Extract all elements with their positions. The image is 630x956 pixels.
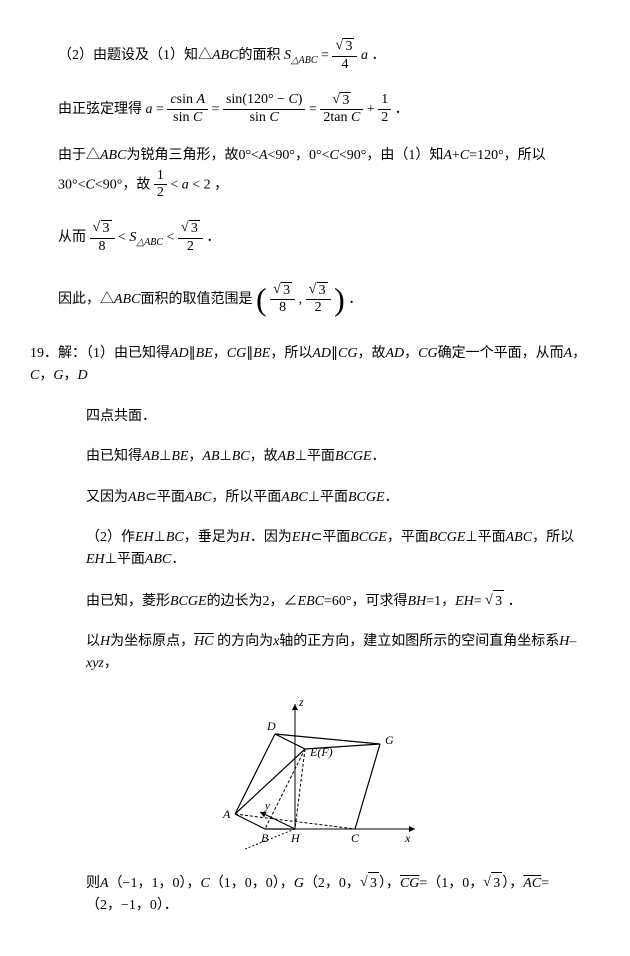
paren-close: ): [334, 281, 345, 317]
text: 由正弦定理得: [58, 102, 146, 117]
period: ．: [368, 48, 386, 63]
label-EF: E(F): [309, 745, 333, 759]
frac: 34: [332, 38, 357, 74]
eq: =: [318, 48, 333, 63]
q19-line2: 由已知得AB⊥BE，AB⊥BC，故AB⊥平面BCGE．: [86, 446, 600, 468]
para-1: （2）由题设及（1）知△ABC的面积 S△ABC = 34 a ．: [58, 38, 600, 74]
text: 的面积: [238, 48, 280, 63]
abc: ABC: [212, 48, 238, 63]
a: a: [361, 48, 368, 63]
para-5: 因此，△ABC面积的取值范围是 ( 38 , 32 ) ．: [58, 274, 600, 325]
label-G: G: [385, 733, 394, 747]
q19-line7: 则A（−1，1，0），C（1，0，0），G（2，0，3），CG=（1，0，3），…: [86, 872, 600, 918]
frac1: csin Asin C: [167, 92, 208, 127]
label-x: x: [404, 831, 411, 845]
paren-open: (: [256, 281, 267, 317]
frac-r: 32: [178, 220, 203, 256]
q19-line3: 又因为AB⊂平面ABC，所以平面ABC⊥平面BCGE．: [86, 487, 600, 509]
label-A: A: [222, 807, 231, 821]
frac2: sin(120° − C)sin C: [223, 92, 306, 127]
label-H: H: [290, 831, 301, 845]
label-D: D: [266, 719, 276, 733]
frac-half: 12: [154, 168, 167, 203]
coordinate-diagram: z D G E(F) A y B H C x: [205, 694, 425, 854]
frac-l: 38: [90, 220, 115, 256]
q19-line6: 以H为坐标原点，HC 的方向为x轴的正方向，建立如图所示的空间直角坐标系H–xy…: [86, 631, 600, 676]
para-2: 由正弦定理得 a = csin Asin C = sin(120° − C)si…: [58, 92, 600, 128]
label-z: z: [298, 695, 304, 709]
q19-line1: 19．解：（1）由已知得AD∥BE，CG∥BE，所以AD∥CG，故AD，CG确定…: [30, 343, 600, 388]
label-y: y: [264, 800, 270, 812]
q19-line1b: 四点共面．: [86, 406, 600, 428]
label-B: B: [261, 831, 269, 845]
S: S: [284, 48, 291, 63]
label-C: C: [351, 831, 360, 845]
text: （2）由题设及（1）知△: [58, 48, 212, 63]
para-4: 从而 38 < S△ABC < 32 ．: [58, 220, 600, 256]
para-3: 由于△ABC为锐角三角形，故0°<A<90°，0°<C<90°，由（1）知A+C…: [58, 145, 600, 202]
q19-line4: （2）作EH⊥BC，垂足为H．因为EH⊂平面BCGE，平面BCGE⊥平面ABC，…: [86, 527, 600, 572]
frac3: 32tan C: [320, 92, 363, 128]
q19-line5: 由已知，菱形BCGE的边长为2，∠EBC=60°，可求得BH=1，EH= 3 ．: [86, 590, 600, 613]
sub: △ABC: [291, 55, 318, 66]
frac4: 12: [378, 92, 391, 127]
